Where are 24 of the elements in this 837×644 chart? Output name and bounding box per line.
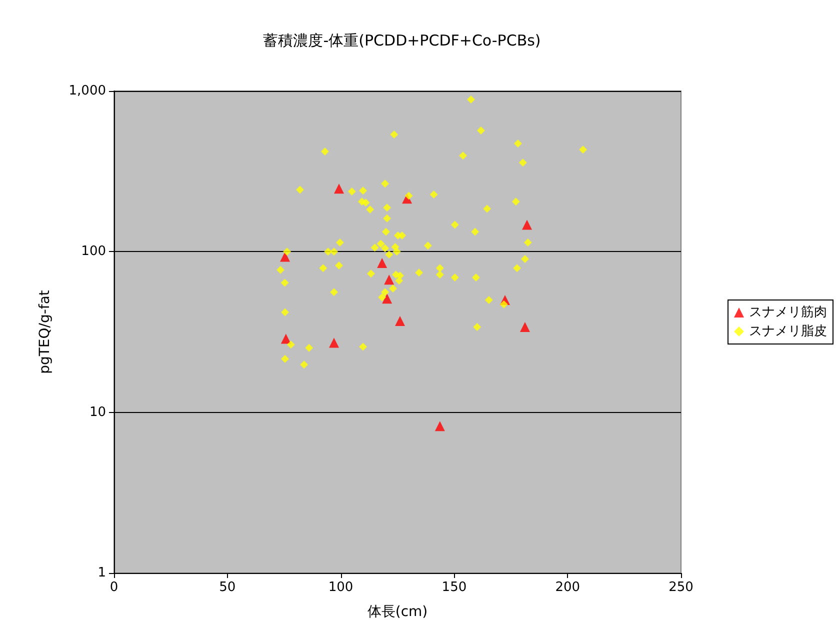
point — [377, 258, 388, 268]
chart-title: 蓄積濃度-体重(PCDD+PCDF+Co-PCBs) — [263, 32, 541, 50]
legend-label: スナメリ脂皮 — [749, 324, 827, 339]
point — [334, 184, 344, 194]
point — [394, 316, 405, 326]
x-tick-label: 150 — [442, 580, 467, 595]
y-tick-label: 10 — [89, 404, 106, 420]
y-axis-title: pgTEQ/g-fat — [37, 290, 53, 374]
point — [434, 421, 445, 432]
x-tick-label: 0 — [110, 580, 118, 595]
point — [280, 334, 291, 344]
point — [384, 274, 394, 285]
legend-label: スナメリ筋肉 — [749, 305, 827, 320]
point — [328, 338, 339, 348]
y-tick-label: 1 — [98, 566, 106, 580]
x-axis-title: 体長(cm) — [367, 604, 428, 620]
point — [522, 220, 532, 230]
y-tick-label: 100 — [81, 244, 106, 260]
x-tick-label: 200 — [555, 580, 580, 595]
x-tick-label: 50 — [219, 580, 236, 595]
x-tick-label: 100 — [328, 580, 354, 595]
y-tick-label: 1,000 — [68, 84, 106, 98]
x-tick-label: 250 — [668, 580, 694, 595]
point — [520, 322, 530, 332]
